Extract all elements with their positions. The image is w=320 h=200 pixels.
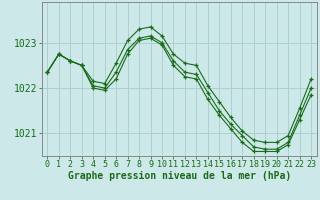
X-axis label: Graphe pression niveau de la mer (hPa): Graphe pression niveau de la mer (hPa) — [68, 171, 291, 181]
